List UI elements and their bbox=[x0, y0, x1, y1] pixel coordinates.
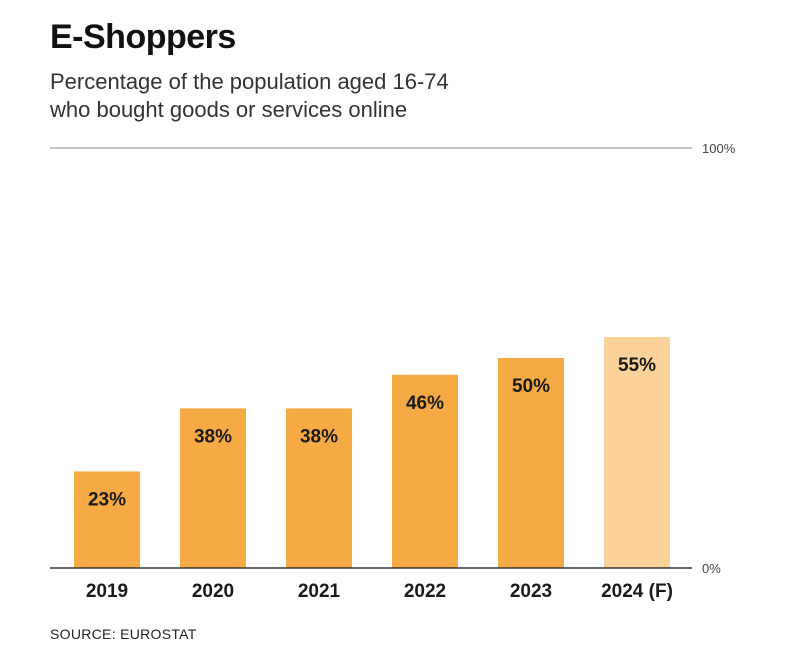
subtitle-line-2: who bought goods or services online bbox=[50, 97, 408, 122]
x-tick-label: 2019 bbox=[86, 581, 128, 602]
value-label: 46% bbox=[406, 393, 444, 414]
y-tick-label-0: 0% bbox=[702, 561, 721, 576]
x-tick-label: 2023 bbox=[510, 581, 552, 602]
bar-2020 bbox=[180, 408, 246, 568]
labels-layer: 23% 2019 38% 2020 38% 2021 46% 2022 50% 2023 55% 20… bbox=[50, 355, 721, 602]
chart-title: E-Shoppers bbox=[50, 18, 236, 56]
source-note: SOURCE: EUROSTAT bbox=[50, 626, 197, 642]
y-tick-label-100: 100% bbox=[702, 141, 736, 156]
bar-2021 bbox=[286, 408, 352, 568]
value-label: 55% bbox=[618, 355, 656, 376]
bar-2022 bbox=[392, 374, 458, 568]
x-tick-label: 2024 (F) bbox=[601, 581, 673, 602]
x-tick-label: 2020 bbox=[192, 581, 234, 602]
x-tick-label: 2021 bbox=[298, 581, 341, 602]
chart-subtitle: Percentage of the population aged 16-74 … bbox=[50, 68, 610, 124]
value-label: 38% bbox=[194, 426, 232, 447]
grid-layer: 100% bbox=[50, 141, 736, 156]
value-label: 23% bbox=[88, 489, 126, 510]
bar-2019 bbox=[74, 471, 140, 568]
value-label: 38% bbox=[300, 426, 338, 447]
subtitle-line-1: Percentage of the population aged 16-74 bbox=[50, 69, 449, 94]
bar-2024-F bbox=[604, 337, 670, 568]
x-tick-label: 2022 bbox=[404, 581, 446, 602]
bars-layer bbox=[74, 337, 670, 568]
bar-2023 bbox=[498, 358, 564, 568]
value-label: 50% bbox=[512, 376, 550, 397]
